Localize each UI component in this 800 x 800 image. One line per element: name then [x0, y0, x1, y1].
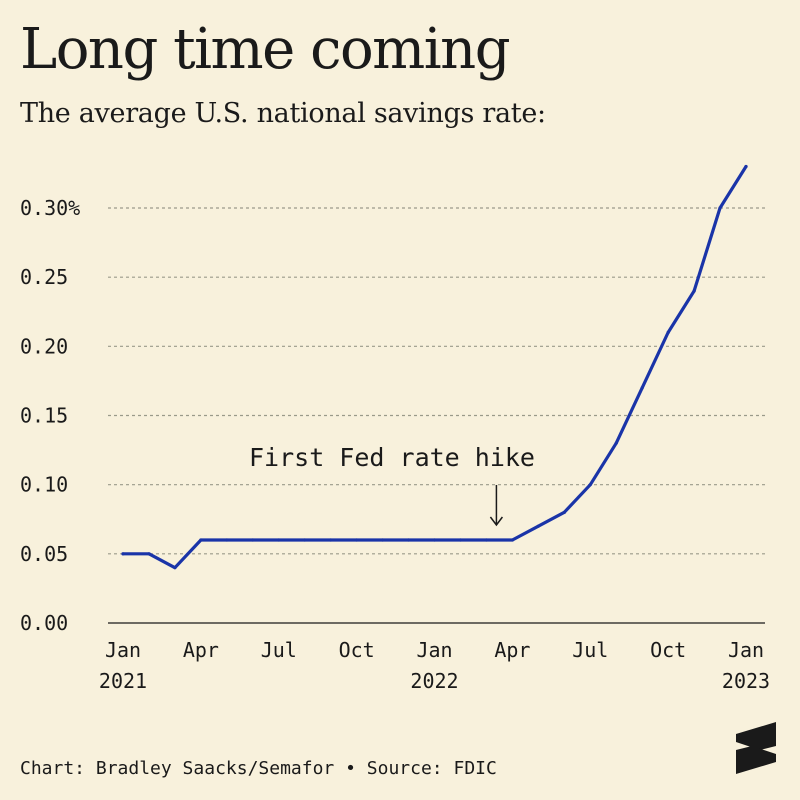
data-point: [562, 510, 566, 514]
x-tick-label: Oct: [650, 638, 686, 662]
data-point: [692, 289, 696, 293]
data-point: [251, 538, 255, 542]
logo-upper-shape: [736, 722, 776, 750]
data-point: [614, 441, 618, 445]
data-point: [744, 164, 748, 169]
chart-subtitle: The average U.S. national savings rate:: [20, 98, 546, 129]
x-tick-year-label: 2021: [99, 669, 147, 693]
data-point: [666, 330, 670, 335]
y-tick-label: 0.30%: [20, 196, 80, 220]
x-tick-year-label: 2023: [722, 669, 770, 693]
x-tick-label: Jan: [416, 638, 452, 662]
x-tick-label: Apr: [494, 638, 530, 662]
x-tick-year-label: 2022: [410, 669, 458, 693]
data-point: [173, 566, 177, 570]
data-point: [303, 538, 307, 542]
data-point: [225, 538, 229, 542]
semafor-s-logo-icon: [736, 722, 776, 774]
y-tick-label: 0.10: [20, 473, 68, 497]
x-tick-label: Jan: [728, 638, 764, 662]
data-point: [121, 552, 125, 556]
y-tick-label: 0.20: [20, 334, 68, 358]
data-point: [510, 538, 514, 542]
x-tick-label: Oct: [339, 638, 375, 662]
data-point: [536, 524, 540, 528]
data-point: [484, 538, 489, 542]
y-tick-label: 0.15: [20, 404, 68, 428]
x-tick-label: Jul: [572, 638, 608, 662]
y-tick-label: 0.00: [20, 611, 68, 635]
chart-credit: Chart: Bradley Saacks/Semafor • Source: …: [20, 758, 497, 779]
series-group: [121, 164, 748, 570]
chart-gridlines: [108, 207, 765, 624]
x-tick-label: Jan: [105, 638, 141, 662]
data-point: [718, 206, 722, 210]
y-tick-label: 0.25: [20, 265, 68, 289]
x-tick-label: Apr: [183, 638, 219, 662]
chart-title: Long time coming: [20, 17, 511, 82]
annotation-arrow-head: [489, 516, 504, 527]
data-point: [432, 538, 437, 542]
data-point: [406, 538, 411, 542]
data-point: [380, 538, 385, 542]
annotations: First Fed rate hike: [249, 443, 535, 527]
data-point: [458, 538, 463, 542]
y-tick-label: 0.05: [20, 542, 68, 566]
x-tick-label: Jul: [261, 638, 297, 662]
x-axis-ticks: Jan 2021 Apr Jul Oct Jan 2022 Apr Jul Oct Jan 2023: [99, 638, 770, 693]
data-point: [147, 552, 151, 556]
series-line: [121, 164, 748, 570]
data-point: [277, 538, 281, 542]
data-point: [355, 538, 359, 542]
y-axis-ticks: 0.00 0.05 0.10 0.15 0.20 0.25 0.30%: [20, 196, 80, 635]
data-point: [588, 483, 592, 487]
data-point: [640, 386, 644, 390]
data-point: [199, 538, 203, 542]
logo-lower-shape: [736, 746, 776, 774]
data-point: [329, 538, 333, 542]
annotation-label: First Fed rate hike: [249, 443, 535, 472]
